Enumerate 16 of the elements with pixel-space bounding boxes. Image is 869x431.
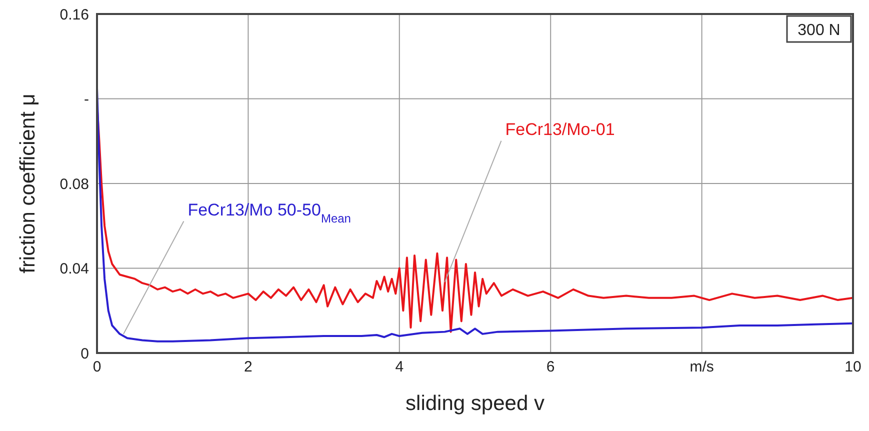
x-tick-label: 2 xyxy=(244,358,252,376)
x-tick-label: 0 xyxy=(92,358,102,376)
y-tick-label: 0.04 xyxy=(60,260,89,278)
text: FeCr13/Mo-01 xyxy=(505,120,615,139)
y-axis-title: friction coefficient μ xyxy=(16,94,40,274)
x-tick-label: 10 xyxy=(844,358,862,376)
annotation: 300 N xyxy=(798,22,840,39)
y-tick-label: 0.08 xyxy=(60,176,89,193)
x-tick-label: 6 xyxy=(546,358,555,376)
text: FeCr13/Mo 50-50$_{Mean}$ xyxy=(188,200,351,226)
x-tick-label: m/s xyxy=(690,358,714,376)
x-axis-title: sliding speed v xyxy=(406,392,545,415)
x-tick-label: 4 xyxy=(395,358,404,376)
y-tick-label: - xyxy=(84,91,89,108)
y-tick-label: 0.16 xyxy=(60,6,89,24)
y-tick-label: 0 xyxy=(80,345,89,362)
